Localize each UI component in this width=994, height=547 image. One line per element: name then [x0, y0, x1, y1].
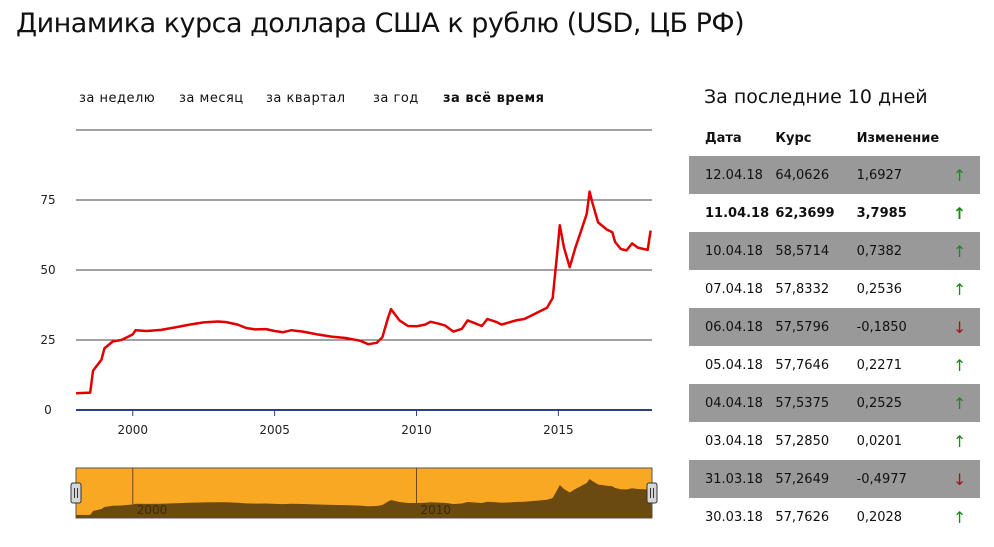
cell-date: 10.04.18	[689, 232, 776, 270]
period-year[interactable]: за год	[373, 91, 419, 106]
cell-rate: 57,5796	[775, 308, 857, 346]
range-navigator[interactable]: 2000 2010	[0, 462, 670, 524]
y-tick-label: 50	[40, 263, 55, 277]
cell-date: 06.04.18	[689, 308, 776, 346]
cell-change: 0,2536	[856, 281, 903, 297]
table-row: 31.03.18 57,2649 -0,4977 ↓	[689, 460, 980, 498]
cell-change: -0,1850	[856, 308, 940, 346]
cell-direction: ↑	[939, 156, 980, 194]
cell-date: 31.03.18	[689, 460, 776, 498]
cell-direction: ↓	[939, 460, 980, 498]
arrow-down-icon: ↓	[952, 317, 967, 337]
cell-direction: ↑	[939, 194, 980, 232]
table-row: 03.04.18 57,2850 0,0201 ↑	[689, 422, 980, 460]
table-header-row: Дата Курс Изменение	[689, 120, 980, 156]
cell-date: 12.04.18	[689, 156, 776, 194]
cell-change: 0,0201	[856, 433, 903, 449]
cell-date: 03.04.18	[705, 433, 763, 449]
header-date: Дата	[705, 130, 742, 146]
cell-direction: ↑	[939, 498, 980, 536]
arrow-down-icon: ↓	[952, 469, 967, 489]
period-selector: за неделю за месяц за квартал за год за …	[0, 91, 670, 111]
cell-direction: ↑	[939, 384, 980, 422]
navigator-left-handle[interactable]	[70, 482, 82, 504]
y-tick-label: 0	[44, 403, 52, 417]
cell-rate: 58,5714	[775, 232, 857, 270]
y-tick-label: 75	[40, 193, 55, 207]
arrow-up-icon: ↑	[952, 241, 967, 261]
x-tick-label: 2015	[543, 423, 574, 437]
navigator-right-handle[interactable]	[646, 482, 658, 504]
cell-date: 30.03.18	[705, 509, 763, 525]
series-line	[75, 190, 652, 395]
x-tick-label: 2000	[117, 423, 148, 437]
navigator-tick-label: 2010	[420, 503, 451, 517]
table-row: 04.04.18 57,5375 0,2525 ↑	[689, 384, 980, 422]
arrow-up-icon: ↑	[952, 203, 967, 223]
cell-direction: ↑	[939, 422, 980, 460]
cell-date: 07.04.18	[705, 281, 763, 297]
cell-direction: ↓	[939, 308, 980, 346]
last-10-days-title: За последние 10 дней	[704, 86, 928, 108]
cell-change: 0,2271	[856, 357, 903, 373]
arrow-up-icon: ↑	[952, 507, 967, 527]
header-arrow	[939, 120, 980, 156]
y-tick-label: 25	[40, 333, 55, 347]
cell-change: 3,7985	[856, 205, 907, 221]
cell-rate: 57,2850	[775, 433, 830, 449]
arrow-up-icon: ↑	[952, 393, 967, 413]
navigator-tick-label: 2000	[137, 503, 168, 517]
cell-date: 05.04.18	[705, 357, 763, 373]
period-week[interactable]: за неделю	[79, 91, 156, 106]
navigator-area	[76, 479, 652, 518]
rate-line-chart: 0 25 50 75 2000 2005 2010 2015	[40, 129, 652, 437]
period-quarter[interactable]: за квартал	[266, 91, 346, 106]
cell-rate: 57,7626	[775, 509, 830, 525]
cell-change: 1,6927	[856, 156, 940, 194]
cell-direction: ↑	[939, 232, 980, 270]
header-change: Изменение	[856, 130, 940, 146]
cell-rate: 57,8332	[775, 281, 830, 297]
arrow-up-icon: ↑	[952, 355, 967, 375]
cell-rate: 64,0626	[775, 156, 857, 194]
x-tick-label: 2005	[259, 423, 290, 437]
cell-date: 11.04.18	[705, 205, 770, 221]
cell-date: 04.04.18	[689, 384, 776, 422]
x-tick-label: 2010	[401, 423, 432, 437]
arrow-up-icon: ↑	[952, 165, 967, 185]
rates-table: Дата Курс Изменение 12.04.18 64,0626 1,692…	[689, 120, 980, 536]
cell-rate: 57,7646	[775, 357, 830, 373]
page-title: Динамика курса доллара США к рублю (USD,…	[16, 8, 745, 39]
table-row: 30.03.18 57,7626 0,2028 ↑	[689, 498, 980, 536]
arrow-up-icon: ↑	[952, 431, 967, 451]
table-row: 11.04.18 62,3699 3,7985 ↑	[689, 194, 980, 232]
cell-change: 0,7382	[856, 232, 940, 270]
arrow-up-icon: ↑	[952, 279, 967, 299]
table-row: 05.04.18 57,7646 0,2271 ↑	[689, 346, 980, 384]
cell-rate: 62,3699	[775, 205, 835, 221]
table-row: 12.04.18 64,0626 1,6927 ↑	[689, 156, 980, 194]
table-row: 10.04.18 58,5714 0,7382 ↑	[689, 232, 980, 270]
table-row: 06.04.18 57,5796 -0,1850 ↓	[689, 308, 980, 346]
cell-direction: ↑	[939, 346, 980, 384]
cell-rate: 57,2649	[775, 460, 857, 498]
cell-change: 0,2525	[856, 384, 940, 422]
period-all-time[interactable]: за всё время	[443, 91, 545, 106]
period-month[interactable]: за месяц	[179, 91, 244, 106]
cell-direction: ↑	[939, 270, 980, 308]
header-rate: Курс	[775, 130, 812, 146]
cell-change: -0,4977	[856, 460, 940, 498]
cell-change: 0,2028	[856, 509, 903, 525]
table-row: 07.04.18 57,8332 0,2536 ↑	[689, 270, 980, 308]
cell-rate: 57,5375	[775, 384, 857, 422]
rates-table-body: 12.04.18 64,0626 1,6927 ↑ 11.04.18 62,3699 3,7…	[689, 156, 980, 536]
